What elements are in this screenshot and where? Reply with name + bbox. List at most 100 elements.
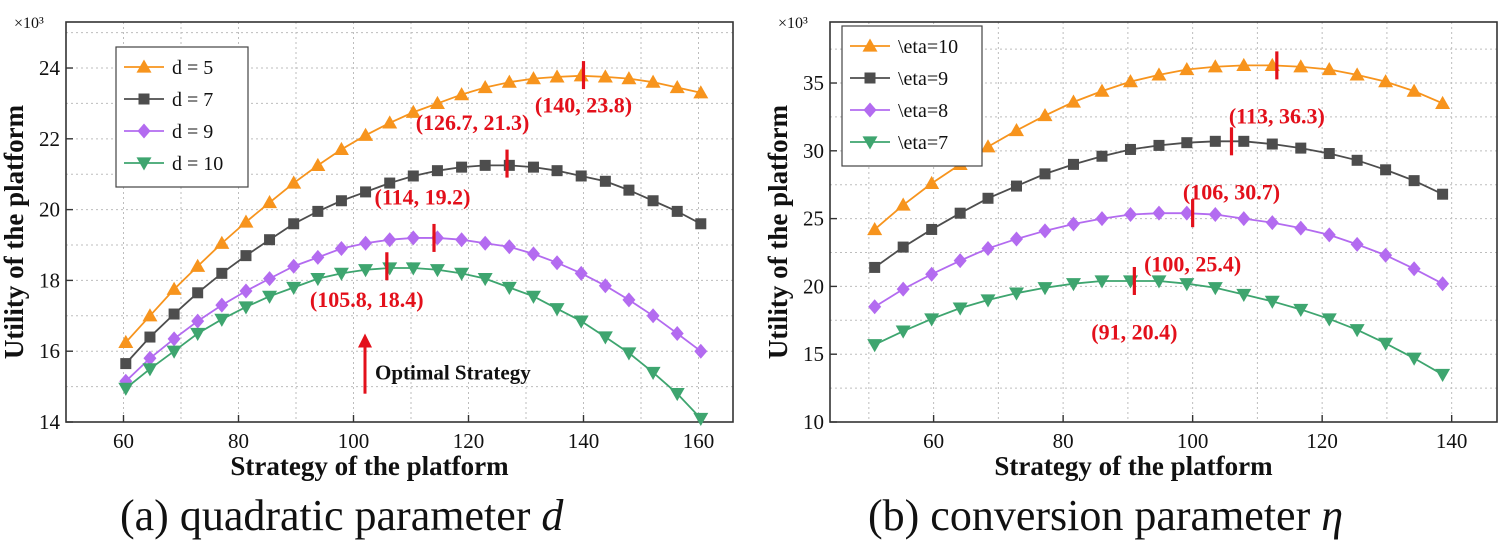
series-2-point [478, 235, 492, 251]
y-axis-title: Utility of the platform [763, 104, 793, 359]
series-3-point [924, 313, 940, 327]
series-0-point [405, 104, 421, 118]
x-tick-label: 100 [338, 429, 370, 453]
series-3-point [1037, 282, 1053, 296]
y-multiplier-label: ×10³ [14, 15, 44, 32]
series-2-point [622, 292, 636, 308]
optimum-label: (140, 23.8) [535, 92, 632, 117]
legend-swatch-marker [136, 157, 152, 171]
series-3-point [645, 366, 661, 380]
optimum-label: (91, 20.4) [1091, 319, 1177, 344]
legend-label: \eta=9 [898, 68, 948, 90]
series-2-point [550, 255, 564, 271]
series-2-point [981, 240, 995, 256]
series-0-point [597, 69, 613, 83]
series-3-point [190, 327, 206, 342]
series-1-point [527, 161, 539, 173]
series-3-point [1236, 288, 1252, 303]
series-1-point [384, 177, 396, 189]
series-0-point [1151, 67, 1167, 81]
series-0-point [980, 139, 996, 153]
legend-label: \eta=8 [898, 100, 948, 122]
series-3-point [358, 264, 374, 278]
series-1-point [335, 195, 347, 207]
series-2-point [143, 350, 157, 366]
y-tick-label: 18 [39, 268, 60, 292]
series-1-point [120, 358, 132, 370]
legend-swatch-marker [136, 59, 152, 73]
series-1-point [168, 308, 180, 320]
series-2-point [646, 308, 660, 324]
series-0-point [1207, 59, 1223, 73]
panel-a-caption: (a) quadratic parameter d [120, 490, 563, 541]
series-3-point [952, 302, 968, 316]
series-2-point [1038, 223, 1052, 239]
series-3-point [621, 347, 637, 361]
series-2-point [239, 283, 253, 299]
series-0-point [238, 214, 254, 228]
series-3-point [118, 382, 134, 396]
series-2-point [1237, 211, 1251, 227]
series-1-point [1238, 135, 1250, 147]
series-3-point [1321, 313, 1337, 327]
optimum-label: (113, 36.3) [1229, 104, 1325, 129]
series-3-point [1151, 275, 1167, 289]
series-1-point [1323, 148, 1335, 160]
legend-swatch-marker [862, 136, 878, 150]
series-3-point [895, 325, 911, 339]
series-0-point [1349, 67, 1365, 81]
series-1-point [623, 184, 635, 196]
series-1-point [407, 170, 419, 182]
series-2-point [598, 278, 612, 294]
series-2-point [1265, 215, 1279, 231]
panel-b-chart: 60 80 100 120 140 10 15 20 25 30 35 Strategy of the… [763, 15, 1498, 481]
x-tick-label: 60 [113, 429, 134, 453]
series-2-point [1010, 231, 1024, 247]
series-3-point [310, 273, 326, 287]
series-0-point [477, 79, 493, 94]
series-3-point [454, 267, 470, 281]
series-3-point [693, 412, 709, 426]
series-0-point [693, 85, 709, 99]
series-2-point [670, 326, 684, 342]
y-tick-label: 35 [803, 71, 824, 95]
series-0-point [286, 175, 302, 189]
series-3-point [166, 345, 182, 359]
series-0-point [262, 195, 278, 209]
series-0-point [358, 127, 374, 141]
series-3-point [286, 281, 302, 295]
series-1-point [599, 175, 611, 187]
series-1-point [1380, 164, 1392, 176]
series-0-point [1122, 74, 1138, 88]
legend-swatch-marker [137, 123, 151, 139]
series-1-point [647, 195, 659, 207]
series-2-point [1208, 207, 1222, 223]
series-1-point [869, 261, 881, 273]
series-1-point [240, 250, 252, 262]
y-multiplier-label: ×10³ [778, 15, 808, 32]
series-2-point [526, 246, 540, 262]
panel-b-caption: (b) conversion parameter η [868, 490, 1343, 541]
series-1-point [1011, 180, 1023, 192]
series-3-point [549, 303, 565, 317]
series-3-point [980, 294, 996, 308]
x-axis-title: Strategy of the platform [230, 451, 509, 481]
series-1-point [695, 218, 707, 230]
series-3-point [501, 281, 517, 295]
series-1-point [982, 192, 994, 204]
series-0-point [1435, 95, 1451, 109]
series-1-point [479, 159, 491, 171]
series-0-point [895, 197, 911, 211]
optimum-label: (114, 19.2) [375, 184, 471, 209]
series-2-point [574, 265, 588, 281]
legend-swatch-marker [863, 102, 877, 118]
series-0-point [1236, 57, 1252, 72]
series-3-point [1435, 368, 1451, 383]
series-0-point [1406, 83, 1422, 97]
legend-swatch-marker [138, 93, 150, 105]
x-tick-label: 160 [683, 429, 715, 453]
arrow-head [358, 333, 372, 348]
panel-a-chart: 60 80 100 120 140 160 14 16 18 20 22 24 Strategy of … [0, 15, 734, 481]
series-2-point [925, 266, 939, 282]
